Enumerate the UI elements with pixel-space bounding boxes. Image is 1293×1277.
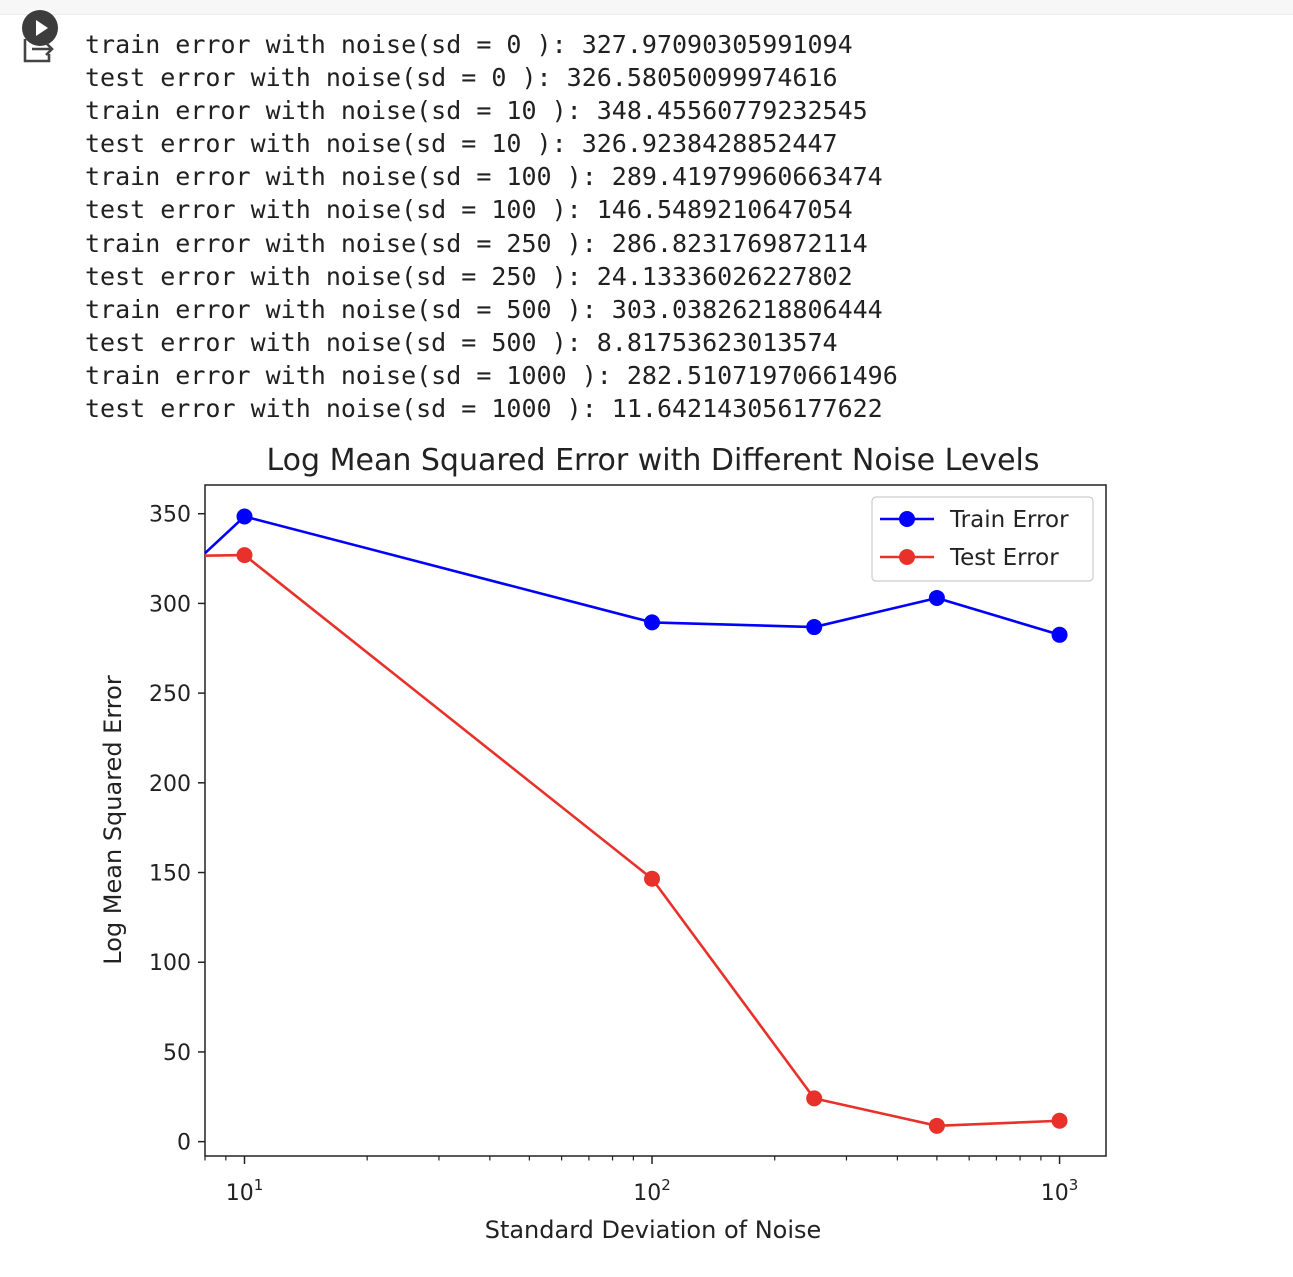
x-tick-label: 101 [226,1176,264,1206]
data-point [928,1117,945,1134]
output-line: test error with noise(sd = 500 ): 8.8175… [85,327,838,357]
x-axis: 101 102 103 [204,1156,1079,1206]
data-point [236,508,253,525]
data-point [1051,626,1068,643]
output-line: train error with noise(sd = 1000 ): 282.… [85,360,898,390]
y-axis: 0 50 100 150 200 250 300 350 [149,503,205,1156]
data-point [236,547,253,564]
y-tick-label: 0 [177,1131,191,1156]
cell-output-text: train error with noise(sd = 0 ): 327.970… [85,28,898,425]
series-line-0 [204,515,1060,637]
noise-error-chart: Log Mean Squared Error with Different No… [99,443,1107,1244]
legend-marker [899,549,915,565]
cell-gutter [0,0,70,1277]
x-tick-exponent: 1 [254,1176,264,1194]
legend-marker [899,511,915,527]
y-axis-label: Log Mean Squared Error [99,675,127,965]
data-point [928,589,945,606]
output-line: test error with noise(sd = 10 ): 326.923… [85,129,838,159]
output-line: train error with noise(sd = 0 ): 327.970… [85,30,853,59]
data-point [644,870,661,887]
play-circle-icon[interactable] [22,10,58,46]
output-line: test error with noise(sd = 1000 ): 11.64… [85,394,883,424]
y-tick-label: 250 [149,682,191,707]
y-tick-label: 100 [149,951,191,976]
cell-toolbar-strip [0,0,1293,15]
y-tick-label: 150 [149,862,191,887]
y-tick-label: 50 [163,1041,191,1066]
output-line: train error with noise(sd = 100 ): 289.4… [85,162,883,192]
output-line: train error with noise(sd = 250 ): 286.8… [85,228,868,258]
y-tick-label: 350 [149,503,191,528]
x-tick-base: 10 [1041,1181,1069,1206]
output-line: train error with noise(sd = 10 ): 348.45… [85,96,868,126]
legend-label: Train Error [949,507,1069,533]
x-tick-base: 10 [226,1181,254,1206]
x-tick-label: 103 [1041,1176,1079,1206]
x-tick-label: 102 [633,1176,671,1206]
output-line: test error with noise(sd = 0 ): 326.5805… [85,63,838,93]
data-point [806,619,823,636]
data-point [806,1090,823,1107]
x-tick-base: 10 [633,1181,661,1206]
output-arrow-icon[interactable] [22,36,54,64]
x-tick-exponent: 2 [661,1176,671,1194]
chart-legend: Train Error Test Error [871,496,1094,582]
data-point [1051,1112,1068,1129]
output-line: train error with noise(sd = 500 ): 303.0… [85,294,883,324]
data-point [644,614,661,631]
output-line: test error with noise(sd = 100 ): 146.54… [85,195,853,225]
y-tick-label: 200 [149,772,191,797]
x-tick-exponent: 3 [1069,1176,1079,1194]
legend-label: Test Error [949,545,1059,571]
y-tick-label: 300 [149,592,191,617]
x-axis-label: Standard Deviation of Noise [485,1216,822,1244]
series-layer [204,508,1068,1134]
output-line: test error with noise(sd = 250 ): 24.133… [85,261,853,291]
chart-title: Log Mean Squared Error with Different No… [266,443,1039,478]
plot-area [204,484,1107,1157]
